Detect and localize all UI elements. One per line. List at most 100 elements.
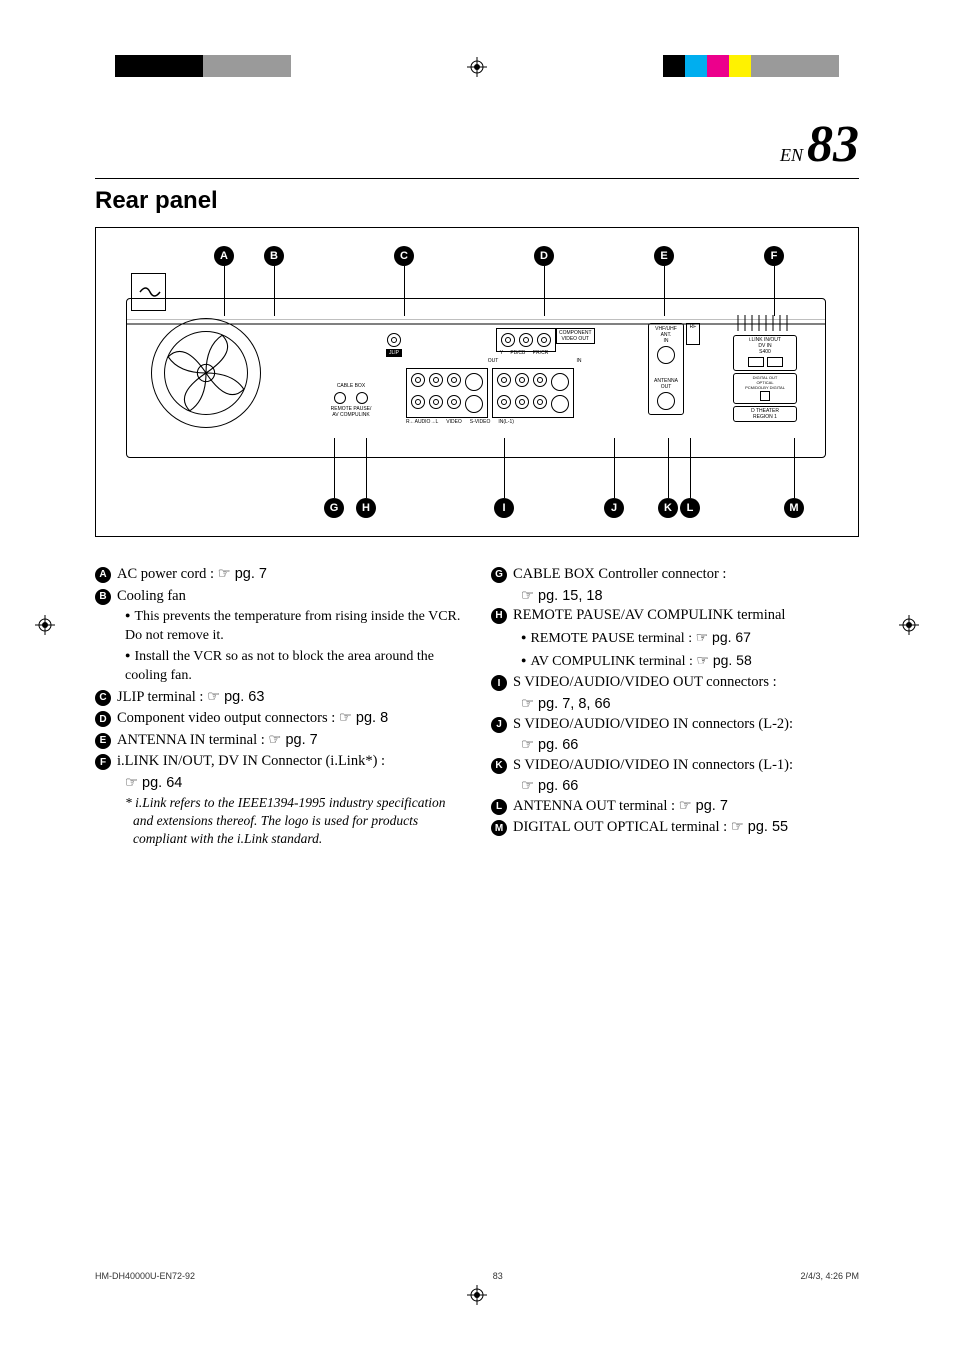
footer-page: 83 (493, 1271, 503, 1281)
legend-item: C JLIP terminal : ☞ pg. 63 (95, 688, 463, 708)
callout-line (794, 438, 795, 498)
legend-item: L ANTENNA OUT terminal : ☞ pg. 7 (491, 797, 859, 817)
legend-right-column: G CABLE BOX Controller connector :☞ pg. 1… (491, 565, 859, 848)
callout-marker: C (394, 246, 414, 266)
av-block: OUT IN R←AUDIO→L VIDEO S-VIDEO IN(L-1) (406, 368, 574, 425)
legend-text: ANTENNA IN terminal : ☞ pg. 7 (117, 731, 463, 751)
legend-item: A AC power cord : ☞ pg. 7 (95, 565, 463, 585)
callout-marker: F (764, 246, 784, 266)
callout-line (614, 438, 615, 498)
page-ref: ☞ pg. 15, 18 (491, 587, 859, 607)
page-ref: ☞ pg. 58 (696, 652, 751, 668)
legend-number: M (491, 820, 507, 836)
legend-item: IS VIDEO/AUDIO/VIDEO OUT connectors : (491, 673, 859, 693)
registration-mark-icon (35, 615, 55, 635)
legend-number: I (491, 675, 507, 691)
legend-number: B (95, 589, 111, 605)
footnote: * i.Link refers to the IEEE1394-1995 ind… (95, 794, 463, 849)
legend-bullet: This prevents the temperature from risin… (125, 608, 463, 646)
legend-text: JLIP terminal : ☞ pg. 63 (117, 688, 463, 708)
legend-item: BCooling fan (95, 587, 463, 607)
page-ref: ☞ pg. 55 (731, 819, 788, 835)
footer-timestamp: 2/4/3, 4:26 PM (800, 1271, 859, 1281)
legend-item: J S VIDEO/AUDIO/VIDEO IN connectors (L-2)… (491, 715, 859, 735)
legend-bullet: AV COMPULINK terminal : ☞ pg. 58 (521, 651, 859, 672)
ilink-stack: i.LINK IN/OUT DV IN S400 DIGITAL OUT OPT… (733, 313, 803, 422)
legend-number: L (491, 799, 507, 815)
callout-marker: D (534, 246, 554, 266)
ilink-port-icon (767, 357, 783, 367)
page-ref: ☞ pg. 67 (696, 629, 751, 645)
legend-text: AC power cord : ☞ pg. 7 (117, 565, 463, 585)
callout-marker: J (604, 498, 624, 518)
legend-text: Component video output connectors : ☞ pg… (117, 709, 463, 729)
callout-marker: H (356, 498, 376, 518)
jlip-label: JLIP (386, 349, 402, 357)
legend-bullet: REMOTE PAUSE terminal : ☞ pg. 67 (521, 628, 859, 649)
page-ref: ☞ pg. 63 (207, 689, 264, 705)
legend-item: Fi.LINK IN/OUT, DV IN Connector (i.Link*… (95, 752, 463, 772)
callout-marker: I (494, 498, 514, 518)
optical-port-icon (760, 391, 770, 401)
page-ref: ☞ pg. 7, 8, 66 (491, 695, 859, 715)
legend-number: E (95, 733, 111, 749)
cooling-fan-icon (151, 318, 261, 428)
legend-item: G CABLE BOX Controller connector : (491, 565, 859, 585)
page-header: EN 83 (95, 115, 859, 179)
callout-marker: A (214, 246, 234, 266)
page-ref: ☞ pg. 64 (95, 774, 463, 794)
page-footer: HM-DH40000U-EN72-92 83 2/4/3, 4:26 PM (95, 1271, 859, 1281)
legend-number: C (95, 690, 111, 706)
footer-doc-id: HM-DH40000U-EN72-92 (95, 1271, 195, 1281)
callout-marker: L (680, 498, 700, 518)
page-ref: ☞ pg. 7 (218, 566, 267, 582)
legend-text: CABLE BOX Controller connector : (513, 565, 859, 585)
crop-left (115, 55, 291, 77)
page-ref: ☞ pg. 7 (679, 798, 728, 814)
legend-number: G (491, 567, 507, 583)
legend-text: i.LINK IN/OUT, DV IN Connector (i.Link*)… (117, 752, 463, 772)
in1-label: IN(L-1) (498, 419, 514, 425)
legend-bullet: Install the VCR so as not to block the a… (125, 648, 463, 686)
page-ref: ☞ pg. 66 (491, 736, 859, 756)
component-label-box: COMPONENT VIDEO OUT (556, 328, 595, 344)
fan-blades-icon (152, 319, 260, 427)
page-ref: ☞ pg. 8 (339, 710, 388, 726)
legend-text: REMOTE PAUSE/AV COMPULINK terminal (513, 606, 859, 626)
legend-item: D Component video output connectors : ☞ p… (95, 709, 463, 729)
rear-panel-diagram: ABCDEF JLIP C (95, 227, 859, 537)
vhf-block: VHF/UHF ANT. IN ANTENNA OUT (648, 323, 684, 415)
crop-marks (0, 55, 954, 80)
registration-mark-icon (467, 1285, 487, 1305)
legend-text: ANTENNA OUT terminal : ☞ pg. 7 (513, 797, 859, 817)
rf-switch: RF (686, 323, 700, 345)
video-label: VIDEO (446, 419, 462, 425)
callout-line (690, 438, 691, 498)
vent-icon (733, 313, 803, 333)
legend-sublist: REMOTE PAUSE terminal : ☞ pg. 67AV COMPU… (491, 628, 859, 672)
legend-text: DIGITAL OUT OPTICAL terminal : ☞ pg. 55 (513, 818, 859, 838)
mini-jack-icon (334, 392, 346, 404)
header-prefix: EN (780, 145, 803, 166)
legend-number: D (95, 711, 111, 727)
registration-mark-icon (467, 57, 487, 77)
legend-number: J (491, 717, 507, 733)
page-ref: ☞ pg. 7 (268, 732, 317, 748)
page-ref: ☞ pg. 66 (491, 777, 859, 797)
callout-line (334, 438, 335, 498)
legend-text: S VIDEO/AUDIO/VIDEO IN connectors (L-2): (513, 715, 859, 735)
mini-jack-icon (356, 392, 368, 404)
remote-pause-label: REMOTE PAUSE/ AV COMPULINK (321, 406, 381, 418)
legend-item: M DIGITAL OUT OPTICAL terminal : ☞ pg. 55 (491, 818, 859, 838)
callout-marker: B (264, 246, 284, 266)
legend-number: A (95, 567, 111, 583)
callout-marker: E (654, 246, 674, 266)
legend-number: K (491, 758, 507, 774)
legend-item: H REMOTE PAUSE/AV COMPULINK terminal (491, 606, 859, 626)
callout-line (504, 438, 505, 498)
registration-mark-icon (899, 615, 919, 635)
page-content: EN 83 Rear panel ABCDEF (95, 115, 859, 848)
legend-sublist: This prevents the temperature from risin… (95, 608, 463, 686)
legend-number: H (491, 608, 507, 624)
f-connector-icon (657, 392, 675, 410)
